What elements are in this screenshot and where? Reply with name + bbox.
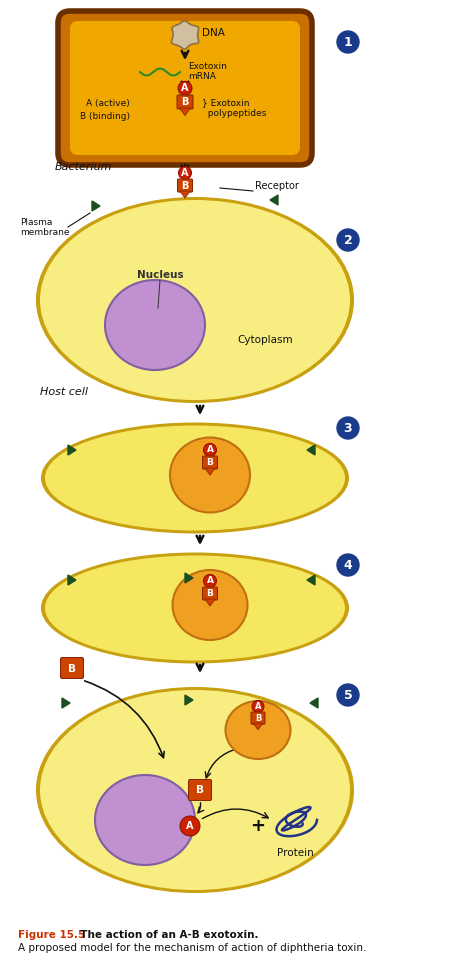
Ellipse shape — [105, 280, 205, 370]
Text: A: A — [181, 168, 189, 178]
Text: The action of an A-B exotoxin.: The action of an A-B exotoxin. — [73, 930, 258, 940]
Ellipse shape — [41, 422, 349, 533]
FancyBboxPatch shape — [177, 179, 192, 192]
Circle shape — [337, 229, 359, 251]
Text: A (active): A (active) — [86, 99, 130, 107]
FancyBboxPatch shape — [202, 456, 218, 469]
Text: Cytoplasm: Cytoplasm — [237, 335, 293, 345]
Text: Receptor: Receptor — [255, 181, 299, 191]
Text: B: B — [207, 458, 213, 467]
Text: 1: 1 — [344, 36, 352, 48]
Text: DNA: DNA — [202, 28, 225, 38]
FancyBboxPatch shape — [177, 95, 193, 109]
FancyBboxPatch shape — [61, 658, 83, 678]
Ellipse shape — [36, 197, 354, 403]
Ellipse shape — [45, 555, 345, 661]
Polygon shape — [180, 191, 190, 198]
Text: A proposed model for the mechanism of action of diphtheria toxin.: A proposed model for the mechanism of ac… — [18, 943, 366, 953]
Ellipse shape — [95, 775, 195, 865]
Text: B: B — [182, 181, 189, 190]
Polygon shape — [172, 21, 199, 49]
Text: B: B — [182, 97, 189, 107]
FancyBboxPatch shape — [70, 21, 300, 155]
Text: B: B — [207, 589, 213, 598]
Text: Plasma: Plasma — [20, 217, 52, 226]
FancyBboxPatch shape — [202, 587, 218, 600]
Circle shape — [337, 31, 359, 53]
Polygon shape — [205, 599, 215, 607]
Text: A: A — [255, 702, 261, 711]
Circle shape — [180, 816, 200, 836]
Text: 3: 3 — [344, 421, 352, 435]
Text: Host cell: Host cell — [40, 387, 88, 397]
Text: Exotoxin: Exotoxin — [188, 62, 227, 71]
Polygon shape — [270, 195, 278, 205]
Text: A: A — [207, 445, 213, 454]
Text: polypeptides: polypeptides — [202, 108, 266, 118]
Ellipse shape — [41, 553, 349, 664]
Polygon shape — [185, 695, 193, 705]
Text: mRNA: mRNA — [188, 71, 216, 80]
Polygon shape — [179, 108, 191, 116]
Circle shape — [337, 554, 359, 576]
Text: +: + — [250, 817, 265, 835]
Ellipse shape — [170, 438, 250, 513]
Polygon shape — [205, 469, 215, 475]
Circle shape — [178, 81, 192, 96]
Text: 5: 5 — [344, 689, 352, 701]
FancyBboxPatch shape — [189, 780, 211, 801]
Polygon shape — [68, 575, 76, 585]
Text: A: A — [207, 577, 213, 585]
FancyBboxPatch shape — [58, 11, 312, 165]
Polygon shape — [68, 445, 76, 455]
Polygon shape — [253, 724, 263, 729]
Circle shape — [337, 417, 359, 439]
Polygon shape — [185, 573, 193, 583]
Ellipse shape — [36, 687, 354, 893]
Text: Protein: Protein — [277, 848, 313, 858]
Circle shape — [203, 443, 217, 456]
Text: membrane: membrane — [20, 228, 70, 237]
Polygon shape — [307, 575, 315, 585]
Circle shape — [337, 684, 359, 706]
Text: 4: 4 — [344, 558, 352, 572]
Ellipse shape — [226, 701, 291, 759]
Text: Bacterium: Bacterium — [55, 162, 112, 172]
Polygon shape — [307, 445, 315, 455]
Text: B (binding): B (binding) — [80, 111, 130, 121]
Circle shape — [203, 575, 217, 587]
FancyBboxPatch shape — [251, 712, 265, 724]
Text: B: B — [68, 664, 76, 674]
Text: B: B — [196, 785, 204, 795]
Text: A: A — [186, 821, 194, 831]
Circle shape — [179, 166, 191, 180]
Text: A: A — [181, 83, 189, 94]
Polygon shape — [92, 201, 100, 211]
Ellipse shape — [40, 200, 350, 400]
Text: Nucleus: Nucleus — [137, 270, 183, 280]
Polygon shape — [62, 698, 70, 708]
Ellipse shape — [173, 570, 247, 640]
Text: B: B — [255, 714, 261, 723]
Polygon shape — [310, 698, 318, 708]
Text: Figure 15.5: Figure 15.5 — [18, 930, 85, 940]
Ellipse shape — [45, 425, 345, 530]
Text: 2: 2 — [344, 234, 352, 246]
Circle shape — [252, 700, 264, 712]
Text: } Exotoxin: } Exotoxin — [202, 99, 249, 107]
Ellipse shape — [40, 690, 350, 890]
